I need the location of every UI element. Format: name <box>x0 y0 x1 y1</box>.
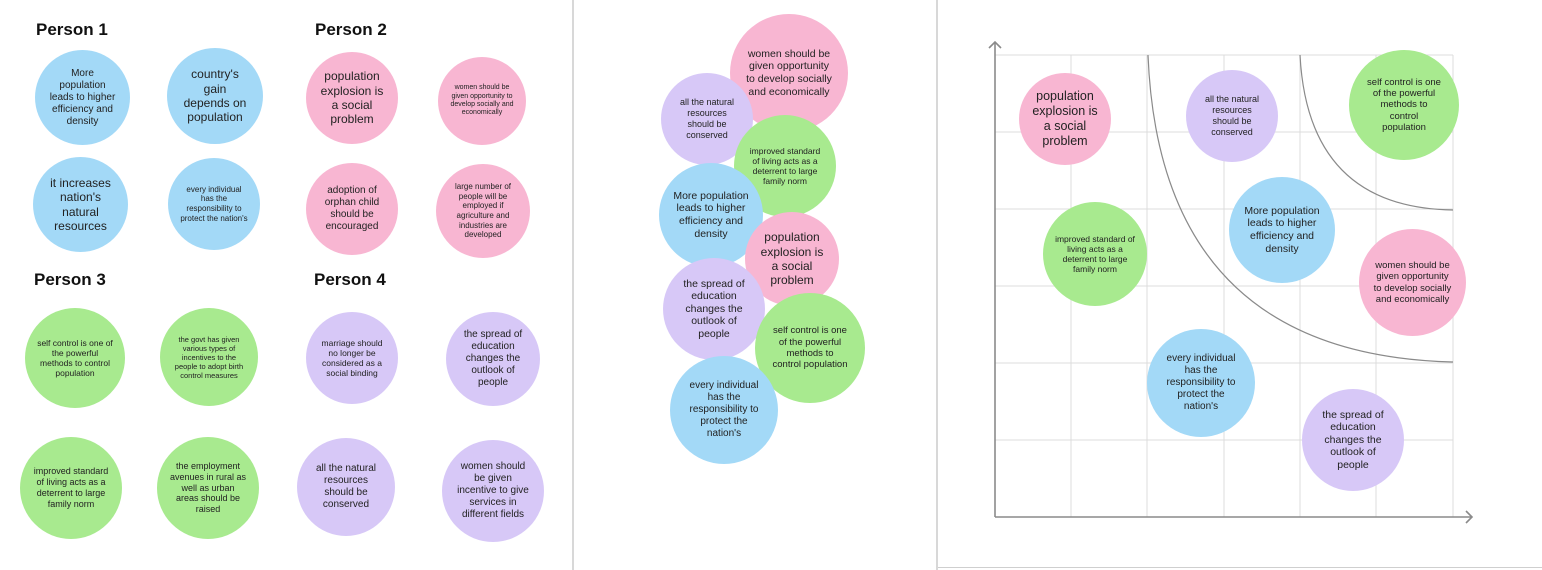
sticky-note[interactable]: all the natural resources should be cons… <box>297 438 395 536</box>
sticky-note[interactable]: the spread of education changes the outl… <box>1302 389 1404 491</box>
sticky-note[interactable]: self control is one of the powerful meth… <box>755 293 865 403</box>
sticky-note[interactable]: country's gain depends on population <box>167 48 263 144</box>
persons-board: Person 1 Person 2 Person 3 Person 4 More… <box>0 0 572 570</box>
sticky-note[interactable]: population explosion is a social problem <box>306 52 398 144</box>
sticky-note[interactable]: population explosion is a social problem <box>745 212 839 306</box>
sticky-note[interactable]: the spread of education changes the outl… <box>446 312 540 406</box>
sticky-note[interactable]: improved standard of living acts as a de… <box>1043 202 1147 306</box>
person2-heading: Person 2 <box>315 20 387 39</box>
person4-heading: Person 4 <box>314 270 386 289</box>
sticky-note[interactable]: More population leads to higher efficien… <box>35 50 130 145</box>
sticky-note[interactable]: adoption of orphan child should be encou… <box>306 163 398 255</box>
sticky-note[interactable]: large number of people will be employed … <box>436 164 530 258</box>
sticky-note[interactable]: self control is one of the powerful meth… <box>25 308 125 408</box>
board-bottom-border <box>938 567 1542 568</box>
cluster-board: women should be given opportunity to dev… <box>574 0 936 570</box>
sticky-note[interactable]: improved standard of living acts as a de… <box>20 437 122 539</box>
sticky-note[interactable]: marriage should no longer be considered … <box>306 312 398 404</box>
person1-heading: Person 1 <box>36 20 108 39</box>
sticky-note[interactable]: women should be given opportunity to dev… <box>1359 229 1466 336</box>
sticky-note[interactable]: the govt has given various types of ince… <box>160 308 258 406</box>
sticky-note[interactable]: women should be given opportunity to dev… <box>438 57 526 145</box>
sticky-note[interactable]: the employment avenues in rural as well … <box>157 437 259 539</box>
sticky-note[interactable]: population explosion is a social problem <box>1019 73 1111 165</box>
sticky-note[interactable]: every individual has the responsibility … <box>670 356 778 464</box>
sticky-note[interactable]: women should be given incentive to give … <box>442 440 544 542</box>
sticky-note[interactable]: every individual has the responsibility … <box>1147 329 1255 437</box>
sticky-note[interactable]: the spread of education changes the outl… <box>663 258 765 360</box>
panel-divider <box>936 0 938 570</box>
sticky-note[interactable]: More population leads to higher efficien… <box>1229 177 1335 283</box>
person3-heading: Person 3 <box>34 270 106 289</box>
sticky-note[interactable]: every individual has the responsibility … <box>168 158 260 250</box>
priority-matrix-board: population explosion is a social problem… <box>938 0 1542 570</box>
sticky-note[interactable]: self control is one of the powerful meth… <box>1349 50 1459 160</box>
sticky-note[interactable]: improved standard of living acts as a de… <box>734 115 836 217</box>
panel-divider <box>572 0 574 570</box>
sticky-note[interactable]: it increases nation's natural resources <box>33 157 128 252</box>
sticky-note[interactable]: all the natural resources should be cons… <box>1186 70 1278 162</box>
